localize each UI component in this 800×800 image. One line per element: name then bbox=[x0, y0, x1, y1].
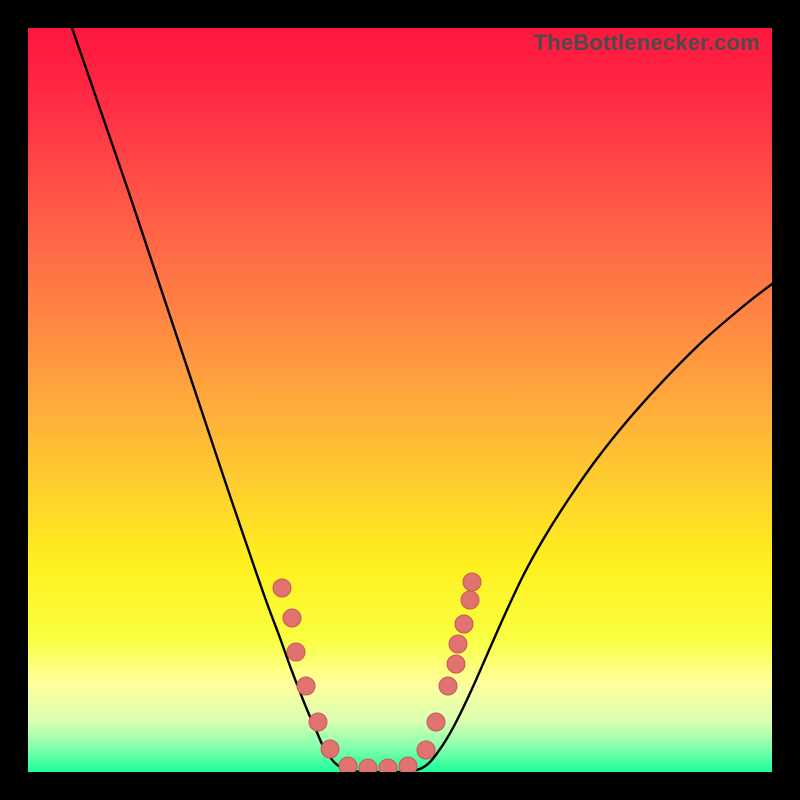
curve-marker bbox=[309, 713, 327, 731]
curve-marker bbox=[399, 757, 417, 772]
chart-svg bbox=[28, 28, 772, 772]
chart-frame: TheBottlenecker.com bbox=[0, 0, 800, 800]
curve-marker bbox=[339, 757, 357, 772]
bottleneck-curve bbox=[72, 28, 772, 772]
curve-marker bbox=[273, 579, 291, 597]
curve-marker bbox=[379, 759, 397, 772]
curve-marker bbox=[321, 740, 339, 758]
curve-marker bbox=[359, 759, 377, 772]
watermark-text: TheBottlenecker.com bbox=[534, 30, 760, 56]
curve-marker bbox=[427, 713, 445, 731]
plot-area bbox=[28, 28, 772, 772]
curve-marker bbox=[283, 609, 301, 627]
curve-marker bbox=[455, 615, 473, 633]
curve-marker bbox=[449, 635, 467, 653]
curve-marker bbox=[461, 591, 479, 609]
curve-marker bbox=[297, 677, 315, 695]
curve-marker bbox=[447, 655, 465, 673]
curve-marker bbox=[463, 573, 481, 591]
curve-marker bbox=[439, 677, 457, 695]
curve-marker bbox=[417, 741, 435, 759]
curve-marker bbox=[287, 643, 305, 661]
